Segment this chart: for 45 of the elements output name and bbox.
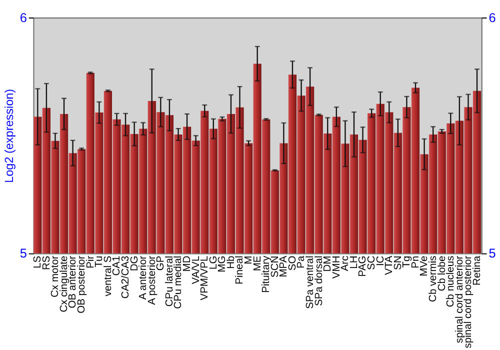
y-axis-title: Log2 (expression) bbox=[2, 88, 16, 183]
x-tick-label: Pa bbox=[296, 255, 308, 268]
x-tick-label: GP bbox=[156, 256, 167, 271]
x-tick-label: CA2/CA3 bbox=[120, 255, 132, 299]
x-tick-label: CPu medial bbox=[173, 256, 184, 309]
x-tick-label: Pineal bbox=[234, 256, 246, 284]
x-tick-label: spinal cord posterior bbox=[463, 255, 474, 348]
x-tick-label: SCN bbox=[270, 256, 281, 278]
x-tick-label: VMH bbox=[331, 256, 342, 279]
x-tick-label: CPu lateral bbox=[164, 256, 176, 307]
x-tick-label: Pn bbox=[410, 255, 422, 268]
x-tick-label: OB anterior bbox=[68, 255, 79, 308]
y2-tick-label: 5 bbox=[488, 246, 496, 261]
x-tick-label: A posterior bbox=[146, 255, 158, 305]
x-tick-label: RS bbox=[41, 256, 52, 270]
x-tick-label: DG bbox=[129, 256, 140, 272]
x-tick-label: DM bbox=[322, 256, 334, 272]
x-tick-label: LG bbox=[208, 256, 220, 270]
x-tick-label: ventral S bbox=[102, 256, 114, 296]
x-tick-label: MVe bbox=[419, 255, 430, 276]
x-tick-label: A anterior bbox=[138, 255, 150, 300]
x-tick-label: M bbox=[243, 256, 254, 264]
x-tick-label: Pituitary bbox=[261, 254, 272, 293]
x-tick-label: PAG bbox=[358, 256, 369, 277]
x-tick-label: spinal cord anterior bbox=[454, 255, 466, 344]
x-tick-label: SPa ventral bbox=[304, 256, 316, 309]
x-tick-label: SN bbox=[392, 256, 404, 270]
x-tick-label: VA/VL bbox=[190, 255, 202, 284]
x-tick-label: CA1 bbox=[112, 255, 123, 276]
x-tick-label: SO bbox=[287, 256, 298, 271]
x-tick-label: ME bbox=[252, 256, 264, 272]
x-tick-label: LH bbox=[348, 256, 360, 269]
x-tick-label: IC bbox=[375, 255, 386, 266]
x-tick-label: Cx motor bbox=[50, 255, 62, 298]
x-tick-label: Arc bbox=[340, 256, 352, 272]
x-tick-label: Pir bbox=[85, 255, 96, 268]
x-tick-label: Hb bbox=[226, 255, 237, 269]
x-tick-label: Retina bbox=[472, 255, 483, 286]
y2-tick-label: 6 bbox=[488, 10, 496, 25]
x-tick-label: Cb lobe bbox=[436, 255, 448, 292]
x-tick-label: Cb nucleus bbox=[446, 256, 457, 308]
x-tick-label: OB posterior bbox=[76, 255, 88, 314]
x-tick-label: SPa dorsal bbox=[314, 256, 325, 306]
x-tick-label: Tg bbox=[402, 255, 413, 268]
x-tick-label: MD bbox=[182, 256, 193, 272]
